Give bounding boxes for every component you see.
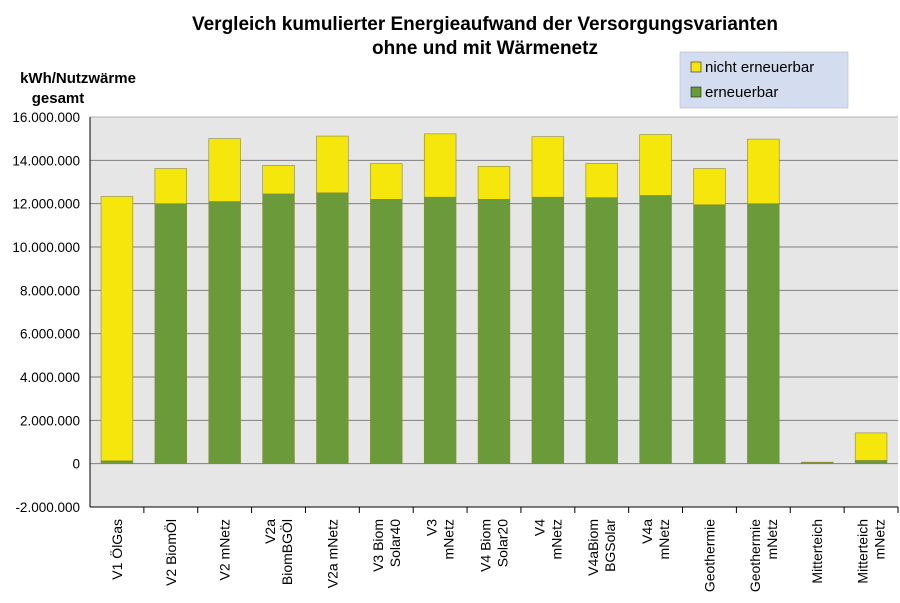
bar-erneuerbar (531, 196, 565, 464)
y-tick-label: 16.000.000 (12, 110, 80, 125)
legend-swatch-nicht-erneuerbar (690, 61, 702, 73)
x-category-label: V4 Biom (478, 519, 494, 572)
x-category-label: mNetz (548, 519, 564, 559)
bar-erneuerbar (854, 460, 888, 464)
y-axis-label-line-2: gesamt (32, 90, 85, 107)
x-category-label: V2a (262, 519, 278, 544)
bar-erneuerbar (423, 196, 457, 464)
x-category-label: V3 Biom (370, 519, 386, 572)
bar-erneuerbar (316, 192, 349, 464)
x-category-label: V2 BiomÖl (162, 519, 179, 586)
x-category-label: V4 (531, 519, 547, 536)
x-category-label: V1 ÖlGas (108, 519, 125, 580)
x-category-label: V4aBiom (585, 519, 601, 576)
x-category-label: mNetz (656, 519, 672, 559)
legend-box (679, 51, 849, 109)
x-category-label: Mitterteich (809, 519, 825, 584)
y-tick-label: -2.000.000 (15, 500, 80, 515)
bar-erneuerbar (154, 203, 187, 464)
bar-erneuerbar (639, 195, 672, 464)
y-tick-label: 0 (72, 457, 80, 472)
bar-nicht-erneuerbar (531, 136, 565, 198)
bar-nicht-erneuerbar (316, 135, 349, 194)
bar-erneuerbar (208, 201, 241, 464)
x-category-label: V3 (424, 519, 440, 536)
bar-nicht-erneuerbar (854, 432, 888, 461)
bar-nicht-erneuerbar (477, 166, 511, 200)
legend: nicht erneuerbar erneuerbar (679, 51, 849, 109)
x-category-label: V4a (639, 519, 655, 544)
chart-title-line-2: ohne und mit Wärmenetz (372, 38, 598, 59)
x-category-label: BGSolar (602, 519, 618, 572)
y-tick-label: 12.000.000 (12, 197, 80, 212)
y-tick-label: 6.000.000 (20, 327, 80, 342)
x-category-label: Solar20 (495, 519, 511, 567)
y-tick-label: 4.000.000 (20, 370, 80, 385)
bar-erneuerbar (477, 199, 511, 464)
bar-nicht-erneuerbar (262, 165, 295, 195)
y-tick-label: 14.000.000 (12, 153, 80, 168)
bar-erneuerbar (693, 204, 726, 464)
x-category-label: Geothermie (701, 519, 717, 592)
x-category-label: V2 mNetz (217, 519, 233, 580)
bar-nicht-erneuerbar (585, 163, 618, 198)
bar-erneuerbar (747, 203, 780, 464)
y-tick-label: 8.000.000 (20, 283, 80, 298)
x-category-label: BiomBGÖl (278, 519, 295, 585)
legend-label-nicht-erneuerbar: nicht erneuerbar (705, 59, 814, 76)
x-category-label: Mitterteich (855, 519, 871, 584)
bar-erneuerbar (585, 197, 618, 464)
x-category-label: mNetz (441, 519, 457, 559)
bars (100, 133, 888, 464)
bar-nicht-erneuerbar (747, 138, 780, 204)
y-tick-label: 10.000.000 (12, 240, 80, 255)
x-category-label: Solar40 (387, 519, 403, 567)
bar-nicht-erneuerbar (801, 461, 834, 464)
bar-erneuerbar (262, 193, 295, 464)
bar-nicht-erneuerbar (154, 168, 187, 204)
chart-title-line-1: Vergleich kumulierter Energieaufwand der… (192, 14, 778, 35)
bar-nicht-erneuerbar (100, 196, 134, 462)
x-category-label: Geothermie (747, 519, 763, 592)
x-category-label: mNetz (872, 519, 888, 559)
bar-nicht-erneuerbar (693, 168, 726, 206)
legend-swatch-erneuerbar (690, 86, 702, 98)
bar-nicht-erneuerbar (639, 134, 672, 196)
bar-nicht-erneuerbar (423, 133, 457, 198)
bar-nicht-erneuerbar (208, 138, 241, 202)
bar-erneuerbar (370, 199, 403, 464)
x-category-labels: V1 ÖlGas V2 BiomÖl V2 mNetz V2a BiomBGÖl V2a … (108, 519, 888, 592)
y-tick-labels: -2.000.000 0 2.000.000 4.000.000 6.000.000 8.… (12, 110, 80, 515)
y-tick-label: 2.000.000 (20, 413, 80, 428)
bar-nicht-erneuerbar (370, 163, 403, 200)
bar-erneuerbar (100, 460, 134, 464)
x-category-label: mNetz (764, 519, 780, 559)
legend-label-erneuerbar: erneuerbar (705, 84, 778, 101)
x-category-label: V2a mNetz (324, 519, 340, 588)
y-axis-label-line-1: kWh/Nutzwärme (20, 70, 136, 87)
